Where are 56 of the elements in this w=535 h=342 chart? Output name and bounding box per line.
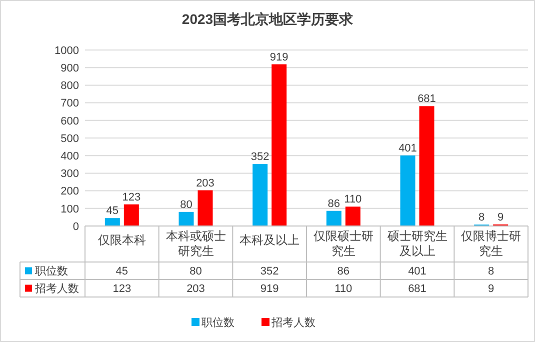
text: 80 — [180, 198, 192, 211]
text: 681 — [418, 93, 436, 106]
y-tick-label: 800 — [60, 80, 79, 92]
bar — [198, 190, 213, 226]
bar — [345, 206, 360, 226]
chart-title: 2023国考北京地区学历要求 — [182, 11, 354, 27]
data-label: 401 — [408, 266, 426, 278]
text: 110 — [344, 194, 362, 206]
data-label: 681 — [408, 283, 426, 296]
text: 职位数 — [202, 316, 234, 329]
bar — [272, 64, 287, 226]
x-tick-label: 仅限本科 — [98, 233, 146, 247]
y-tick-label: 200 — [60, 186, 79, 198]
y-tick-label: 500 — [60, 132, 79, 145]
text: 123 — [122, 191, 141, 204]
y-tick-label: 400 — [60, 150, 79, 162]
text: 352 — [250, 151, 270, 164]
legend-label: 职位数 — [35, 266, 68, 278]
y-tick-label: 1000 — [54, 44, 79, 57]
x-tick-label: 本科及以上 — [240, 233, 300, 247]
text: 招考人数 — [272, 316, 316, 329]
text: 45 — [106, 205, 119, 218]
bar — [326, 210, 342, 226]
data-label: 86 — [337, 266, 350, 278]
text: 86 — [328, 198, 340, 210]
data-label: 919 — [260, 283, 279, 296]
text: 203 — [196, 177, 214, 190]
bar — [178, 212, 194, 226]
y-tick-label: 300 — [60, 168, 79, 180]
data-label: 45 — [116, 266, 128, 278]
data-label: 8 — [488, 266, 494, 278]
data-label: 123 — [112, 283, 132, 296]
bar — [104, 218, 120, 226]
data-label: 352 — [260, 266, 279, 278]
data-label: 9 — [488, 283, 494, 296]
y-tick-label: 700 — [60, 98, 79, 110]
bar — [400, 155, 416, 226]
x-tick-label: 仅限博士研究生 — [461, 229, 522, 258]
text: 9 — [498, 211, 504, 224]
bar — [252, 164, 268, 226]
y-tick-label: 600 — [60, 115, 79, 128]
data-label: 80 — [190, 266, 202, 278]
y-tick-label: 0 — [72, 220, 79, 233]
text: 401 — [398, 142, 417, 154]
bar — [124, 204, 139, 226]
data-label: 110 — [334, 283, 352, 296]
text: 919 — [270, 51, 288, 64]
x-tick-label: 仅限硕士研究生 — [313, 229, 374, 258]
y-tick-label: 100 — [60, 203, 79, 216]
text: 8 — [478, 212, 485, 224]
y-tick-label: 900 — [60, 62, 79, 74]
bar — [419, 106, 434, 226]
data-label: 203 — [186, 283, 205, 296]
x-tick-label: 硕士研究生及以上 — [386, 229, 448, 258]
x-tick-label: 本科或硕士研究生 — [166, 229, 226, 258]
legend-label: 招考人数 — [34, 282, 79, 296]
